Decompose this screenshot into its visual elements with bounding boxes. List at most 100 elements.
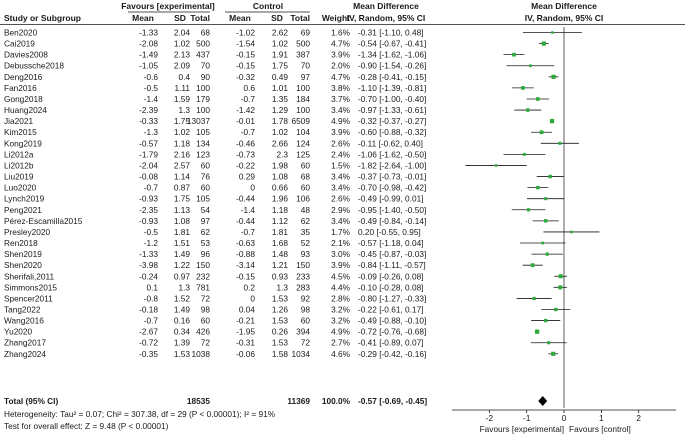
point-estimate (551, 74, 556, 79)
study-mean-control: 0 (250, 293, 255, 303)
point-estimate (541, 41, 546, 46)
header-experimental-group: Favours [experimental] (121, 1, 215, 11)
point-estimate (551, 351, 556, 356)
study-md-ci: -0.45 [-0.87, -0.03] (358, 249, 426, 259)
study-weight: 1.5% (331, 160, 351, 170)
point-estimate (532, 296, 536, 300)
study-weight: 3.8% (331, 83, 351, 93)
x-tick-label: -1 (523, 413, 531, 423)
study-name: Tang2022 (4, 305, 41, 315)
study-sd-control: 1.96 (272, 194, 289, 204)
study-md-ci: -0.29 [-0.42, -0.16] (358, 349, 426, 359)
study-sd-experimental: 2.57 (174, 160, 191, 170)
summary-diamond (538, 396, 548, 406)
study-md-ci: 0.20 [-0.55, 0.95] (358, 227, 421, 237)
study-mean-control: -1.02 (236, 28, 255, 38)
point-estimate (545, 252, 549, 256)
study-sd-control: 1.81 (272, 227, 289, 237)
study-md-ci: -0.09 [-0.26, 0.08] (358, 271, 424, 281)
col-sd-experimental: SD (174, 13, 186, 23)
study-sd-experimental: 1.39 (174, 338, 191, 348)
study-total-experimental: 781 (196, 282, 210, 292)
total-weight: 100.0% (322, 396, 351, 406)
study-mean-control: 0.6 (243, 83, 255, 93)
study-sd-control: 0.49 (272, 72, 289, 82)
study-total-control: 106 (296, 194, 310, 204)
study-total-control: 6509 (292, 116, 311, 126)
study-mean-control: -0.63 (236, 238, 255, 248)
study-total-control: 92 (301, 293, 311, 303)
study-mean-control: -1.95 (236, 327, 255, 337)
study-name: Sherifali,2011 (4, 271, 55, 281)
study-name: Deng2016 (4, 72, 43, 82)
study-total-control: 70 (301, 61, 311, 71)
point-estimate (549, 118, 555, 124)
study-mean-control: -0.88 (236, 249, 255, 259)
study-md-ci: -1.10 [-1.39, -0.81] (358, 83, 426, 93)
study-mean-control: -1.42 (236, 105, 255, 115)
study-sd-control: 1.68 (272, 238, 289, 248)
study-sd-control: 1.53 (272, 338, 289, 348)
study-total-experimental: 72 (201, 293, 211, 303)
study-sd-control: 1.08 (272, 172, 289, 182)
study-weight: 3.4% (331, 172, 351, 182)
study-sd-experimental: 1.53 (174, 349, 191, 359)
study-mean-experimental: -0.18 (139, 305, 158, 315)
study-md-ci: -0.54 [-0.67, -0.41] (358, 39, 426, 49)
study-weight: 2.6% (331, 138, 351, 148)
point-estimate (534, 329, 540, 334)
study-name: Ren2018 (4, 238, 38, 248)
point-estimate (541, 241, 545, 245)
study-mean-control: -0.31 (236, 338, 255, 348)
study-weight: 3.9% (331, 260, 351, 270)
study-sd-control: 1.98 (272, 160, 289, 170)
total-label: Total (95% CI) (4, 396, 58, 406)
study-weight: 4.9% (331, 327, 351, 337)
overall-effect-test: Test for overall effect: Z = 9.48 (P < 0… (4, 421, 169, 431)
study-sd-experimental: 1.3 (178, 282, 190, 292)
study-name: Davies2008 (4, 50, 48, 60)
study-total-experimental: 96 (201, 249, 211, 259)
point-estimate (512, 52, 516, 57)
study-name: Huang2024 (4, 105, 47, 115)
study-mean-experimental: -1.05 (139, 61, 158, 71)
study-total-control: 125 (296, 149, 310, 159)
study-mean-control: -0.73 (236, 149, 255, 159)
study-total-experimental: 232 (196, 271, 210, 281)
study-md-ci: -0.57 [-1.18, 0.04] (358, 238, 424, 248)
study-total-control: 233 (296, 271, 310, 281)
study-mean-experimental: -2.39 (139, 105, 158, 115)
x-tick-label: 1 (599, 413, 604, 423)
study-mean-experimental: -2.04 (139, 160, 158, 170)
point-estimate (544, 318, 548, 323)
study-total-control: 69 (301, 28, 311, 38)
study-md-ci: -0.28 [-0.41, -0.15] (358, 72, 426, 82)
point-estimate (554, 307, 558, 312)
point-estimate (570, 230, 573, 234)
study-sd-experimental: 1.75 (174, 194, 191, 204)
study-mean-control: 0.04 (239, 305, 256, 315)
study-weight: 3.2% (331, 316, 351, 326)
point-estimate (526, 208, 531, 212)
study-mean-experimental: -1.3 (144, 127, 159, 137)
study-sd-control: 1.35 (272, 94, 289, 104)
study-weight: 1.6% (331, 28, 351, 38)
study-mean-experimental: -1.2 (144, 238, 159, 248)
study-mean-control: -1.54 (236, 39, 255, 49)
study-mean-experimental: -0.93 (139, 216, 158, 226)
study-sd-experimental: 1.08 (174, 216, 191, 226)
study-total-experimental: 150 (196, 260, 210, 270)
study-sd-experimental: 2.13 (174, 50, 191, 60)
study-total-control: 394 (296, 327, 310, 337)
point-estimate (530, 263, 535, 268)
study-total-control: 60 (301, 316, 311, 326)
study-md-ci: -0.70 [-0.98, -0.42] (358, 183, 426, 193)
study-total-experimental: 1038 (192, 349, 211, 359)
study-sd-experimental: 1.14 (174, 172, 191, 182)
study-mean-experimental: -0.7 (144, 316, 159, 326)
study-sd-control: 2.62 (272, 28, 289, 38)
study-name: Li2012b (4, 160, 34, 170)
study-name: Fan2016 (4, 83, 37, 93)
study-name: Peng2021 (4, 205, 42, 215)
study-weight: 3.4% (331, 183, 351, 193)
